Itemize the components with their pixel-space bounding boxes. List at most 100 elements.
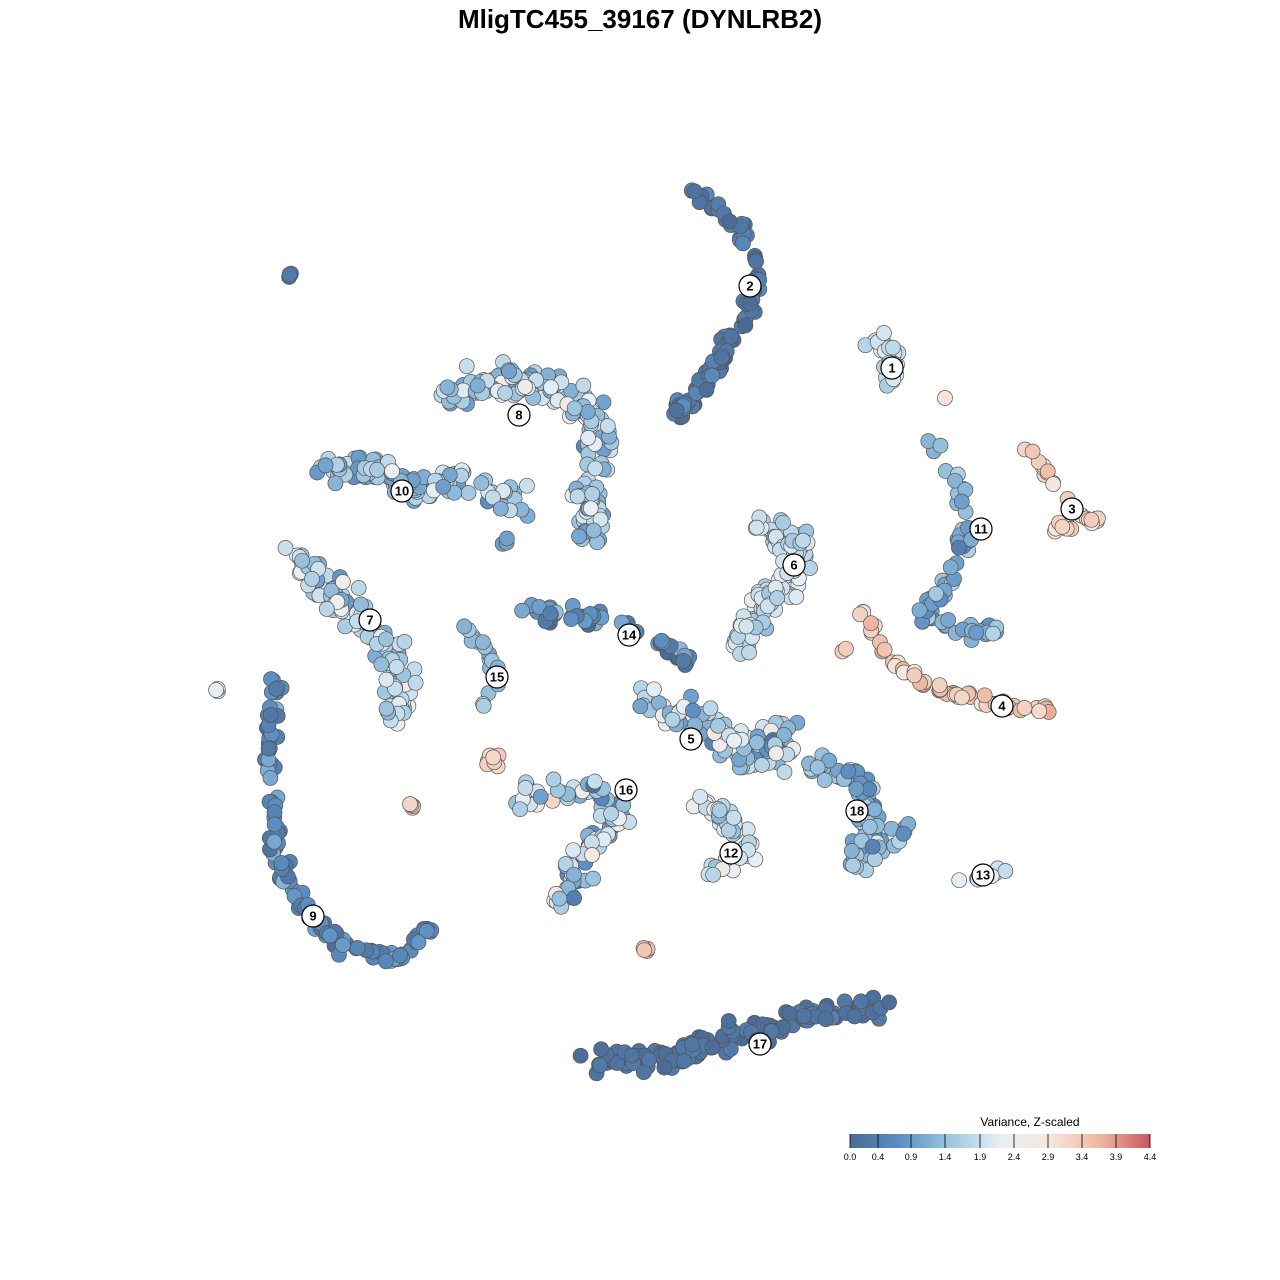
cluster-label-8: 8 xyxy=(507,403,531,427)
cell-point xyxy=(863,615,879,632)
cell-point xyxy=(586,773,603,790)
cell-point xyxy=(585,870,601,887)
cell-point xyxy=(593,1041,609,1058)
cell-point xyxy=(664,711,681,728)
legend-tick-label: 0.0 xyxy=(844,1152,857,1162)
cell-point xyxy=(796,1008,812,1024)
cell-point xyxy=(514,602,530,619)
cell-point xyxy=(592,1057,608,1074)
cell-point xyxy=(940,612,957,628)
cell-point xyxy=(675,652,692,669)
cell-point xyxy=(721,213,738,230)
cell-point xyxy=(754,757,770,773)
cell-point xyxy=(876,325,892,341)
cell-point xyxy=(294,552,310,569)
cell-point xyxy=(848,781,865,797)
cell-point xyxy=(566,866,582,883)
cell-point xyxy=(460,485,477,501)
cell-point xyxy=(384,463,400,480)
cell-point xyxy=(582,500,599,517)
cell-point xyxy=(572,1047,589,1064)
cell-point xyxy=(492,500,509,517)
cell-point xyxy=(268,681,284,697)
cell-point xyxy=(587,460,604,477)
cell-point xyxy=(1024,443,1041,460)
cluster-label-10: 10 xyxy=(390,479,414,503)
cell-point xyxy=(335,937,351,953)
legend-tick-label: 4.4 xyxy=(1144,1152,1157,1162)
cell-point xyxy=(532,788,549,805)
cell-point xyxy=(942,559,959,576)
cluster-label-text: 1 xyxy=(888,361,895,376)
cluster-label-2: 2 xyxy=(738,274,762,298)
cell-point xyxy=(571,528,587,545)
cluster-label-marker xyxy=(485,665,509,689)
cell-point xyxy=(353,596,369,613)
cell-point xyxy=(885,339,901,356)
cell-point xyxy=(418,923,435,939)
cluster-label-text: 12 xyxy=(724,846,738,861)
cell-point xyxy=(692,788,709,805)
cell-point xyxy=(584,486,601,502)
cell-point xyxy=(378,671,395,688)
cluster-label-11: 11 xyxy=(969,517,993,541)
cluster-label-text: 14 xyxy=(622,628,637,643)
cell-point xyxy=(551,890,568,907)
cell-point xyxy=(632,698,649,715)
cell-point xyxy=(517,780,534,796)
cell-point xyxy=(668,402,685,419)
cluster-label-text: 15 xyxy=(490,670,504,685)
cell-point xyxy=(685,702,701,719)
cell-point xyxy=(705,866,721,883)
cell-point xyxy=(653,632,670,649)
cell-point xyxy=(350,580,367,596)
cell-point xyxy=(895,825,912,842)
cell-point xyxy=(702,700,719,717)
cluster-label-text: 10 xyxy=(395,484,409,499)
legend-tick-label: 2.4 xyxy=(1008,1152,1021,1162)
legend-tick-label: 1.9 xyxy=(974,1152,987,1162)
cluster-label-text: 13 xyxy=(976,868,990,883)
cell-point xyxy=(599,418,616,434)
cell-point xyxy=(277,540,294,556)
cell-point xyxy=(392,947,409,964)
cluster-label-marker xyxy=(614,778,638,802)
cell-point xyxy=(435,478,452,495)
cell-point xyxy=(542,605,559,622)
cluster-label-marker xyxy=(390,479,414,503)
legend-title: Variance, Z-scaled xyxy=(980,1115,1080,1129)
cell-point xyxy=(846,1008,863,1025)
cell-point xyxy=(565,842,582,859)
cell-point xyxy=(866,801,883,818)
legend-tick-label: 0.4 xyxy=(872,1152,885,1162)
cluster-label-text: 4 xyxy=(998,699,1006,714)
cell-point xyxy=(656,1059,673,1076)
cell-point xyxy=(636,942,653,958)
cell-point xyxy=(723,328,739,345)
cell-point xyxy=(557,856,574,872)
cell-point xyxy=(456,618,473,635)
cluster-label-text: 16 xyxy=(619,783,633,798)
cell-point xyxy=(266,816,283,833)
cell-point xyxy=(843,843,860,859)
cell-point xyxy=(809,759,826,776)
cell-point xyxy=(906,667,923,684)
cell-point xyxy=(304,571,320,587)
cluster-label-marker xyxy=(1060,497,1084,521)
cell-point xyxy=(317,457,334,474)
cell-point xyxy=(954,689,970,706)
cell-point xyxy=(373,656,390,673)
cell-point xyxy=(947,472,963,489)
cell-point xyxy=(968,624,985,641)
cell-point xyxy=(262,707,279,723)
cluster-label-text: 5 xyxy=(687,732,694,747)
cell-point xyxy=(976,687,993,704)
cell-point xyxy=(725,809,742,826)
cluster-label-marker xyxy=(748,1032,772,1056)
legend-color-bar xyxy=(850,1134,1150,1148)
cell-point xyxy=(624,1047,640,1064)
cell-point xyxy=(840,763,857,780)
cell-point xyxy=(698,382,715,398)
cluster-label-text: 8 xyxy=(515,408,522,423)
cell-point xyxy=(349,940,366,956)
